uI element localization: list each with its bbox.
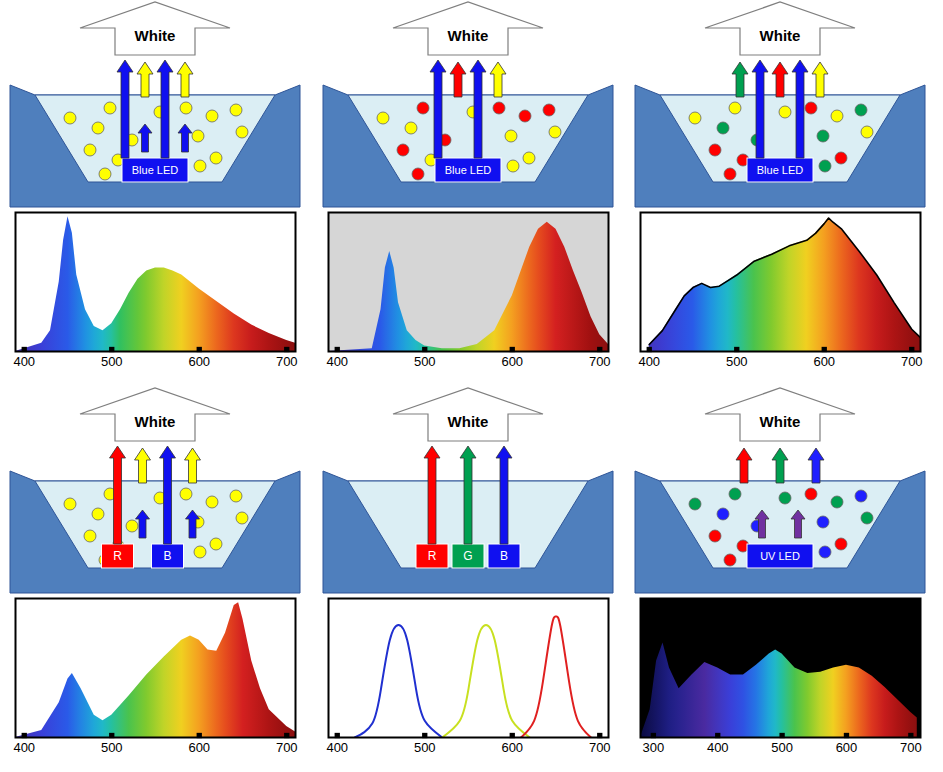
svg-text:500: 500	[414, 740, 436, 755]
svg-text:White: White	[448, 413, 489, 430]
svg-text:600: 600	[836, 740, 858, 755]
svg-text:600: 600	[188, 740, 210, 755]
svg-text:500: 500	[414, 354, 436, 369]
svg-text:400: 400	[326, 740, 348, 755]
svg-text:White: White	[135, 27, 176, 44]
svg-text:White: White	[135, 413, 176, 430]
svg-text:500: 500	[101, 354, 123, 369]
svg-text:500: 500	[771, 740, 793, 755]
svg-text:400: 400	[638, 354, 660, 369]
svg-text:500: 500	[726, 354, 748, 369]
svg-text:400: 400	[326, 354, 348, 369]
svg-text:700: 700	[900, 740, 922, 755]
svg-text:400: 400	[13, 354, 35, 369]
svg-text:700: 700	[276, 354, 298, 369]
svg-text:700: 700	[589, 740, 611, 755]
svg-text:600: 600	[501, 740, 523, 755]
svg-text:400: 400	[707, 740, 729, 755]
svg-text:700: 700	[901, 354, 923, 369]
svg-text:White: White	[760, 413, 801, 430]
svg-text:Blue LED: Blue LED	[445, 164, 492, 176]
svg-text:700: 700	[276, 740, 298, 755]
svg-text:R: R	[113, 549, 122, 563]
svg-text:600: 600	[813, 354, 835, 369]
svg-text:600: 600	[188, 354, 210, 369]
svg-text:500: 500	[101, 740, 123, 755]
svg-text:G: G	[463, 549, 472, 563]
svg-text:600: 600	[501, 354, 523, 369]
svg-text:UV LED: UV LED	[760, 550, 800, 562]
svg-text:B: B	[163, 549, 171, 563]
svg-text:700: 700	[589, 354, 611, 369]
svg-text:Blue LED: Blue LED	[132, 164, 179, 176]
svg-text:White: White	[760, 27, 801, 44]
svg-text:300: 300	[643, 740, 665, 755]
svg-text:B: B	[500, 549, 508, 563]
svg-text:Blue LED: Blue LED	[757, 164, 804, 176]
svg-text:400: 400	[13, 740, 35, 755]
svg-text:White: White	[448, 27, 489, 44]
svg-text:R: R	[428, 549, 437, 563]
